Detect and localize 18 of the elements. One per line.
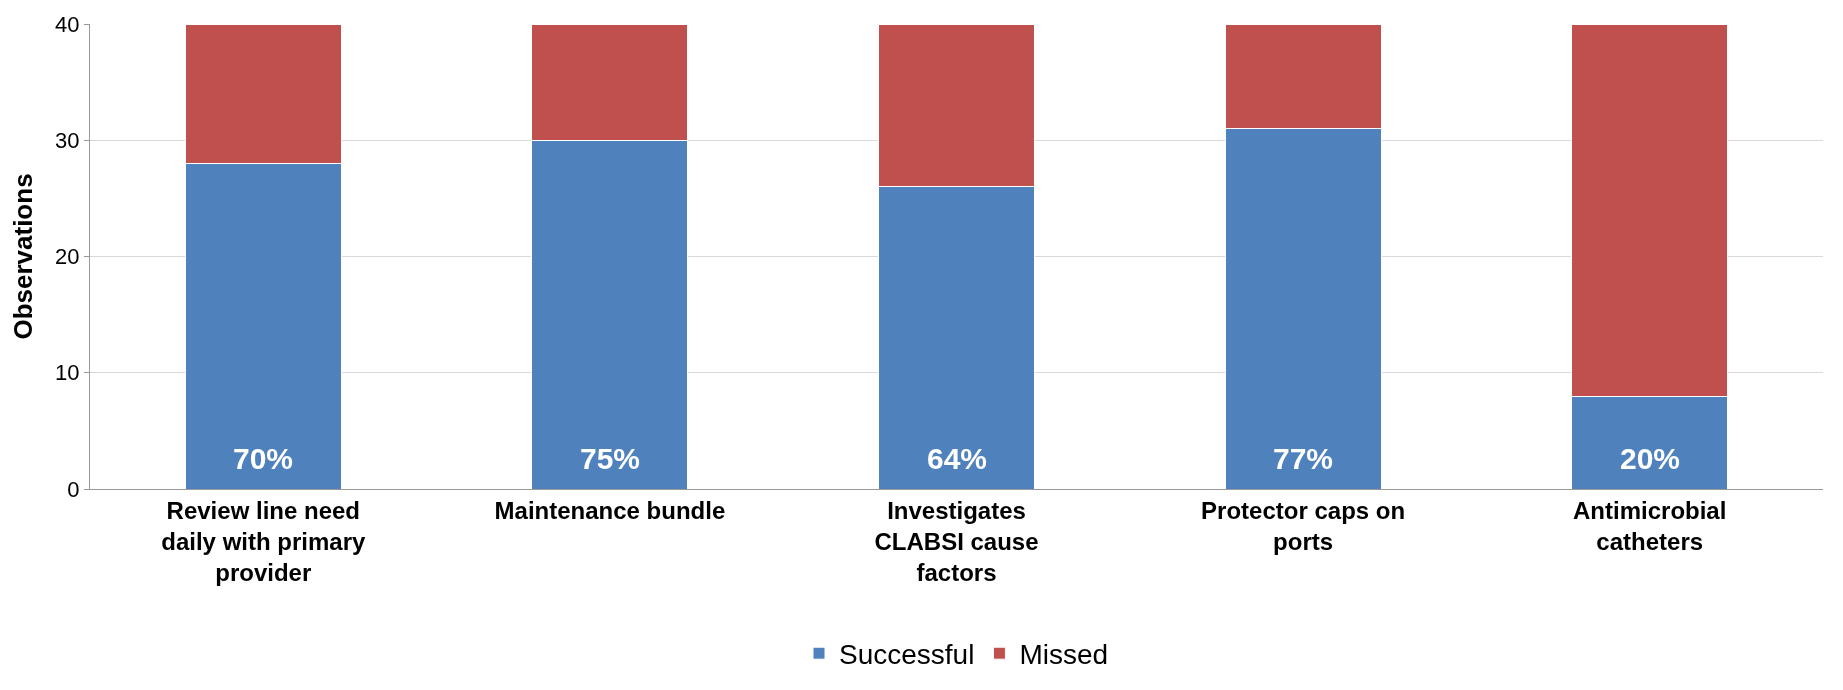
legend-label: Missed [1019,639,1109,671]
x-tick-label: Protector caps on ports [1201,496,1406,555]
y-tick-label: 0 [67,476,80,502]
y-tick-label: 20 [55,244,80,270]
annotation: 64% [927,442,988,475]
legend-label: Successful [839,639,975,671]
annotation: 20% [1620,442,1681,475]
x-tick-label: Maintenance bundle [494,496,726,524]
y-axis-title: Observations [7,173,38,340]
x-tick-label: Review line need daily with primary provider [161,496,366,587]
annotation: 70% [233,442,294,475]
y-tick-label: 40 [55,11,80,37]
y-tick-label: 30 [55,127,80,153]
annotation: 75% [580,442,641,475]
annotation: 77% [1273,442,1334,475]
x-tick-label: Investigates CLABSI cause factors [874,496,1039,587]
x-tick-label: Antimicrobial catheters [1573,496,1727,555]
y-tick-label: 10 [55,360,80,386]
